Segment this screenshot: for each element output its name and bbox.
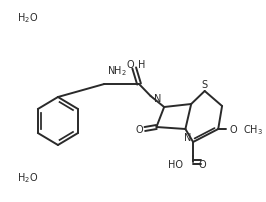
Text: HO: HO — [168, 159, 184, 169]
Text: N: N — [184, 132, 191, 142]
Text: H: H — [138, 60, 146, 70]
Text: S: S — [202, 80, 208, 89]
Text: NH$_2$: NH$_2$ — [107, 64, 127, 78]
Text: O: O — [230, 124, 238, 134]
Text: O: O — [127, 60, 134, 70]
Text: N: N — [153, 94, 161, 103]
Text: CH$_3$: CH$_3$ — [243, 122, 263, 136]
Text: O: O — [199, 159, 206, 169]
Text: H$_2$O: H$_2$O — [17, 11, 39, 25]
Text: O: O — [135, 124, 143, 134]
Text: H$_2$O: H$_2$O — [17, 170, 39, 184]
